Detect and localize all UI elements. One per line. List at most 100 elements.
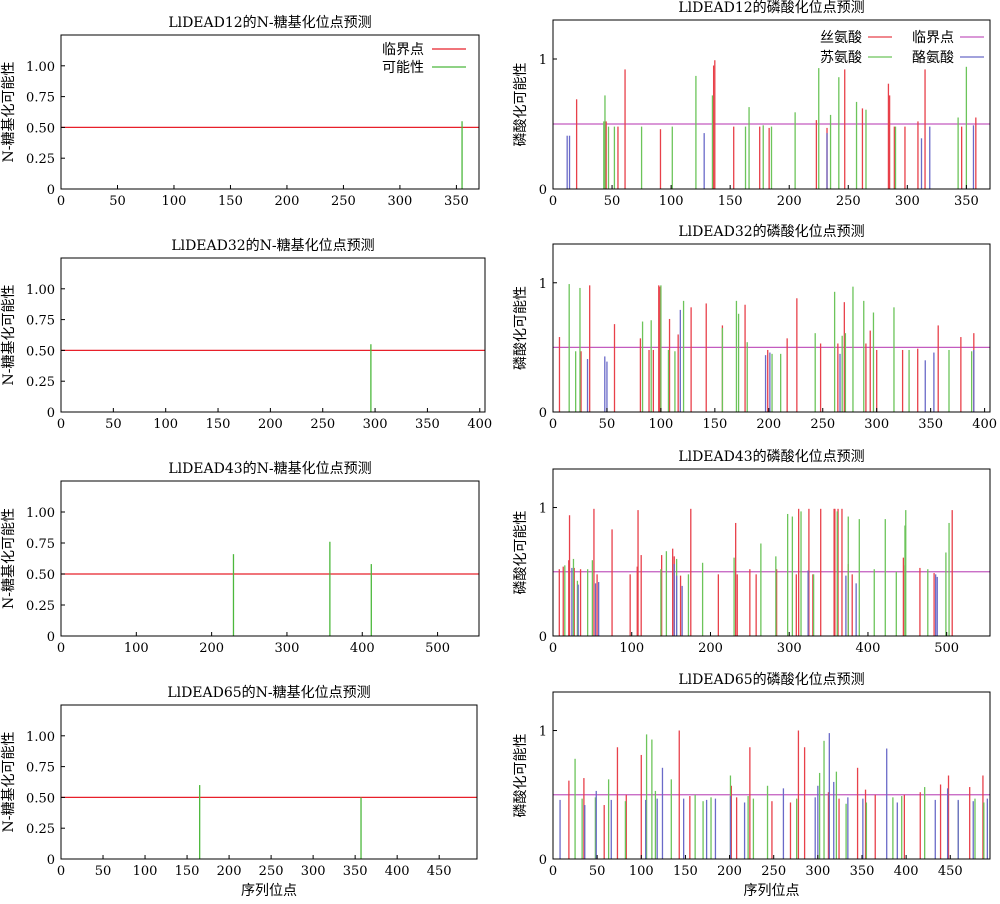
y-tick-label: 0.25 <box>26 375 55 390</box>
plot-frame <box>552 19 991 190</box>
x-tick-label: 350 <box>343 864 368 879</box>
y-tick-label: 0 <box>47 853 55 868</box>
chart-title: LlDEAD65的磷酸化位点预测 <box>678 672 864 688</box>
y-axis-label: 磷酸化可能性 <box>513 734 529 818</box>
y-axis-label: N-糖基化可能性 <box>0 285 17 386</box>
y-tick-label: 0 <box>539 183 547 198</box>
chart-title: LlDEAD32的N-糖基化位点预测 <box>171 237 374 254</box>
x-tick-label: 250 <box>836 194 861 209</box>
x-tick-label: 200 <box>777 194 802 209</box>
chart-title: LlDEAD32的磷酸化位点预测 <box>678 224 864 240</box>
legend-label-threshold: 临界点 <box>382 42 424 58</box>
x-tick-label: 250 <box>810 417 835 432</box>
x-tick-label: 0 <box>549 641 557 656</box>
x-tick-label: 0 <box>549 417 557 432</box>
y-tick-label: 1 <box>539 277 547 292</box>
chart-n3: LlDEAD43的N-糖基化位点预测 N-糖基化可能性 0 100 200 300 400 5… <box>0 460 480 656</box>
x-tick-label: 50 <box>604 194 621 209</box>
x-tick-label: 0 <box>549 864 557 879</box>
x-tick-label: 100 <box>619 641 644 656</box>
x-tick-label: 300 <box>363 417 388 432</box>
y-axis-label: 磷酸化可能性 <box>513 286 529 370</box>
x-tick-label: 400 <box>467 417 492 432</box>
y-axis-label: N-糖基化可能性 <box>0 508 17 609</box>
y-tick-label: 1 <box>539 53 547 68</box>
x-tick-label: 400 <box>972 417 997 432</box>
x-tick-label: 200 <box>717 864 742 879</box>
x-tick-label: 300 <box>388 194 413 209</box>
x-tick-label: 0 <box>549 194 557 209</box>
x-tick-label: 50 <box>589 864 606 879</box>
x-tick-label: 350 <box>850 864 875 879</box>
y-tick-label: 0.25 <box>26 822 55 837</box>
legend-label-threshold: 临界点 <box>912 30 954 46</box>
y-axis-label: N-糖基化可能性 <box>0 732 17 833</box>
x-tick-label: 100 <box>133 864 158 879</box>
x-tick-label: 200 <box>258 417 283 432</box>
y-tick-label: 0 <box>539 406 547 421</box>
x-tick-label: 300 <box>301 864 326 879</box>
chart-n4: LlDEAD65的N-糖基化位点预测 N-糖基化可能性 0 50 100 150 200 25… <box>0 684 478 899</box>
x-tick-label: 150 <box>206 417 231 432</box>
y-tick-label: 1.00 <box>26 283 55 298</box>
x-tick-label: 350 <box>415 417 440 432</box>
plot-frame <box>552 243 991 413</box>
x-tick-label: 300 <box>805 864 830 879</box>
y-tick-label: 0 <box>539 853 547 868</box>
x-tick-label: 250 <box>310 417 335 432</box>
x-tick-label: 350 <box>954 194 979 209</box>
legend-label-ser: 丝氨酸 <box>820 30 862 46</box>
x-tick-label: 250 <box>331 194 356 209</box>
x-tick-label: 150 <box>673 864 698 879</box>
y-tick-label: 0.75 <box>26 314 55 329</box>
x-tick-label: 50 <box>599 417 616 432</box>
y-tick-label: 0 <box>47 183 55 198</box>
x-tick-label: 0 <box>57 864 65 879</box>
chart-title: LlDEAD12的N-糖基化位点预测 <box>168 14 371 31</box>
y-tick-label: 0.75 <box>26 91 55 106</box>
y-axis-label: N-糖基化可能性 <box>0 62 17 163</box>
plot-frame <box>60 34 480 190</box>
x-tick-label: 100 <box>648 417 673 432</box>
y-axis-label: 磷酸化可能性 <box>513 511 529 595</box>
x-tick-label: 100 <box>629 864 654 879</box>
x-tick-label: 0 <box>57 417 65 432</box>
chart-n1: LlDEAD12的N-糖基化位点预测 N-糖基化可能性 0 50 100 150 200 25… <box>0 14 480 209</box>
plot-frame <box>60 480 480 637</box>
plot-frame <box>552 691 991 860</box>
y-tick-label: 0.75 <box>26 761 55 776</box>
chart-title: LlDEAD43的N-糖基化位点预测 <box>168 460 371 477</box>
x-tick-label: 150 <box>702 417 727 432</box>
x-tick-label: 500 <box>425 641 450 656</box>
x-tick-label: 200 <box>275 194 300 209</box>
y-tick-label: 0.50 <box>26 344 55 359</box>
chart-title: LlDEAD12的磷酸化位点预测 <box>678 0 864 16</box>
chart-n2: LlDEAD32的N-糖基化位点预测 N-糖基化可能性 0 50 100 150 200 25… <box>0 237 492 432</box>
y-tick-label: 0.50 <box>26 121 55 136</box>
x-tick-label: 350 <box>918 417 943 432</box>
x-tick-label: 400 <box>385 864 410 879</box>
x-tick-label: 0 <box>57 194 65 209</box>
x-tick-label: 300 <box>777 641 802 656</box>
plot-frame <box>60 257 486 413</box>
x-tick-label: 450 <box>938 864 963 879</box>
y-tick-label: 1.00 <box>26 60 55 75</box>
x-tick-label: 250 <box>761 864 786 879</box>
x-tick-label: 400 <box>856 641 881 656</box>
y-tick-label: 0 <box>47 630 55 645</box>
y-tick-label: 1.00 <box>26 506 55 521</box>
y-tick-label: 0 <box>539 630 547 645</box>
x-tick-label: 450 <box>427 864 452 879</box>
x-tick-label: 100 <box>153 417 178 432</box>
legend-label-potential: 可能性 <box>382 60 424 76</box>
y-axis-label: 磷酸化可能性 <box>513 63 529 147</box>
x-tick-label: 500 <box>934 641 959 656</box>
x-tick-label: 100 <box>124 641 149 656</box>
x-tick-label: 300 <box>275 641 300 656</box>
x-tick-label: 300 <box>895 194 920 209</box>
x-axis-label: 序列位点 <box>744 883 800 899</box>
